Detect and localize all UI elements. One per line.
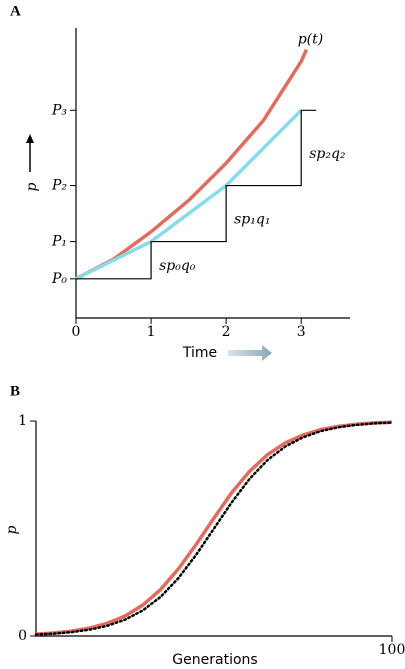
y-tick-label: P₃ (51, 102, 67, 118)
series-line (75, 48, 309, 281)
p-arrowhead (26, 134, 34, 143)
y-axis-label: p (24, 182, 40, 191)
x-tick-label: 0 (72, 324, 81, 340)
step-label: sp₀q₀ (159, 258, 196, 274)
y-tick-label: P₂ (51, 178, 67, 194)
panel-label: A (10, 3, 21, 19)
y-tick-label: 1 (18, 413, 27, 429)
series-line (34, 421, 394, 636)
y-tick-label: 0 (18, 628, 27, 644)
x-tick-label: 100 (379, 642, 405, 658)
y-axis-label: p (4, 525, 20, 534)
panel-label: B (10, 383, 20, 399)
step-label: sp₂q₂ (309, 146, 346, 162)
step-label: sp₁q₁ (234, 212, 270, 228)
x-axis-label: Generations (172, 652, 257, 668)
series-line (75, 109, 303, 281)
x-tick-label: 3 (297, 324, 306, 340)
y-tick-label: P₀ (51, 271, 67, 287)
x-tick-label: 1 (147, 324, 156, 340)
series-line (35, 420, 393, 636)
series-label: p(t) (298, 32, 324, 48)
x-axis-label: Time (182, 345, 217, 361)
time-arrow (228, 345, 272, 361)
x-tick-label: 2 (222, 324, 231, 340)
series-line (76, 109, 317, 280)
y-tick-label: P₁ (51, 234, 67, 250)
